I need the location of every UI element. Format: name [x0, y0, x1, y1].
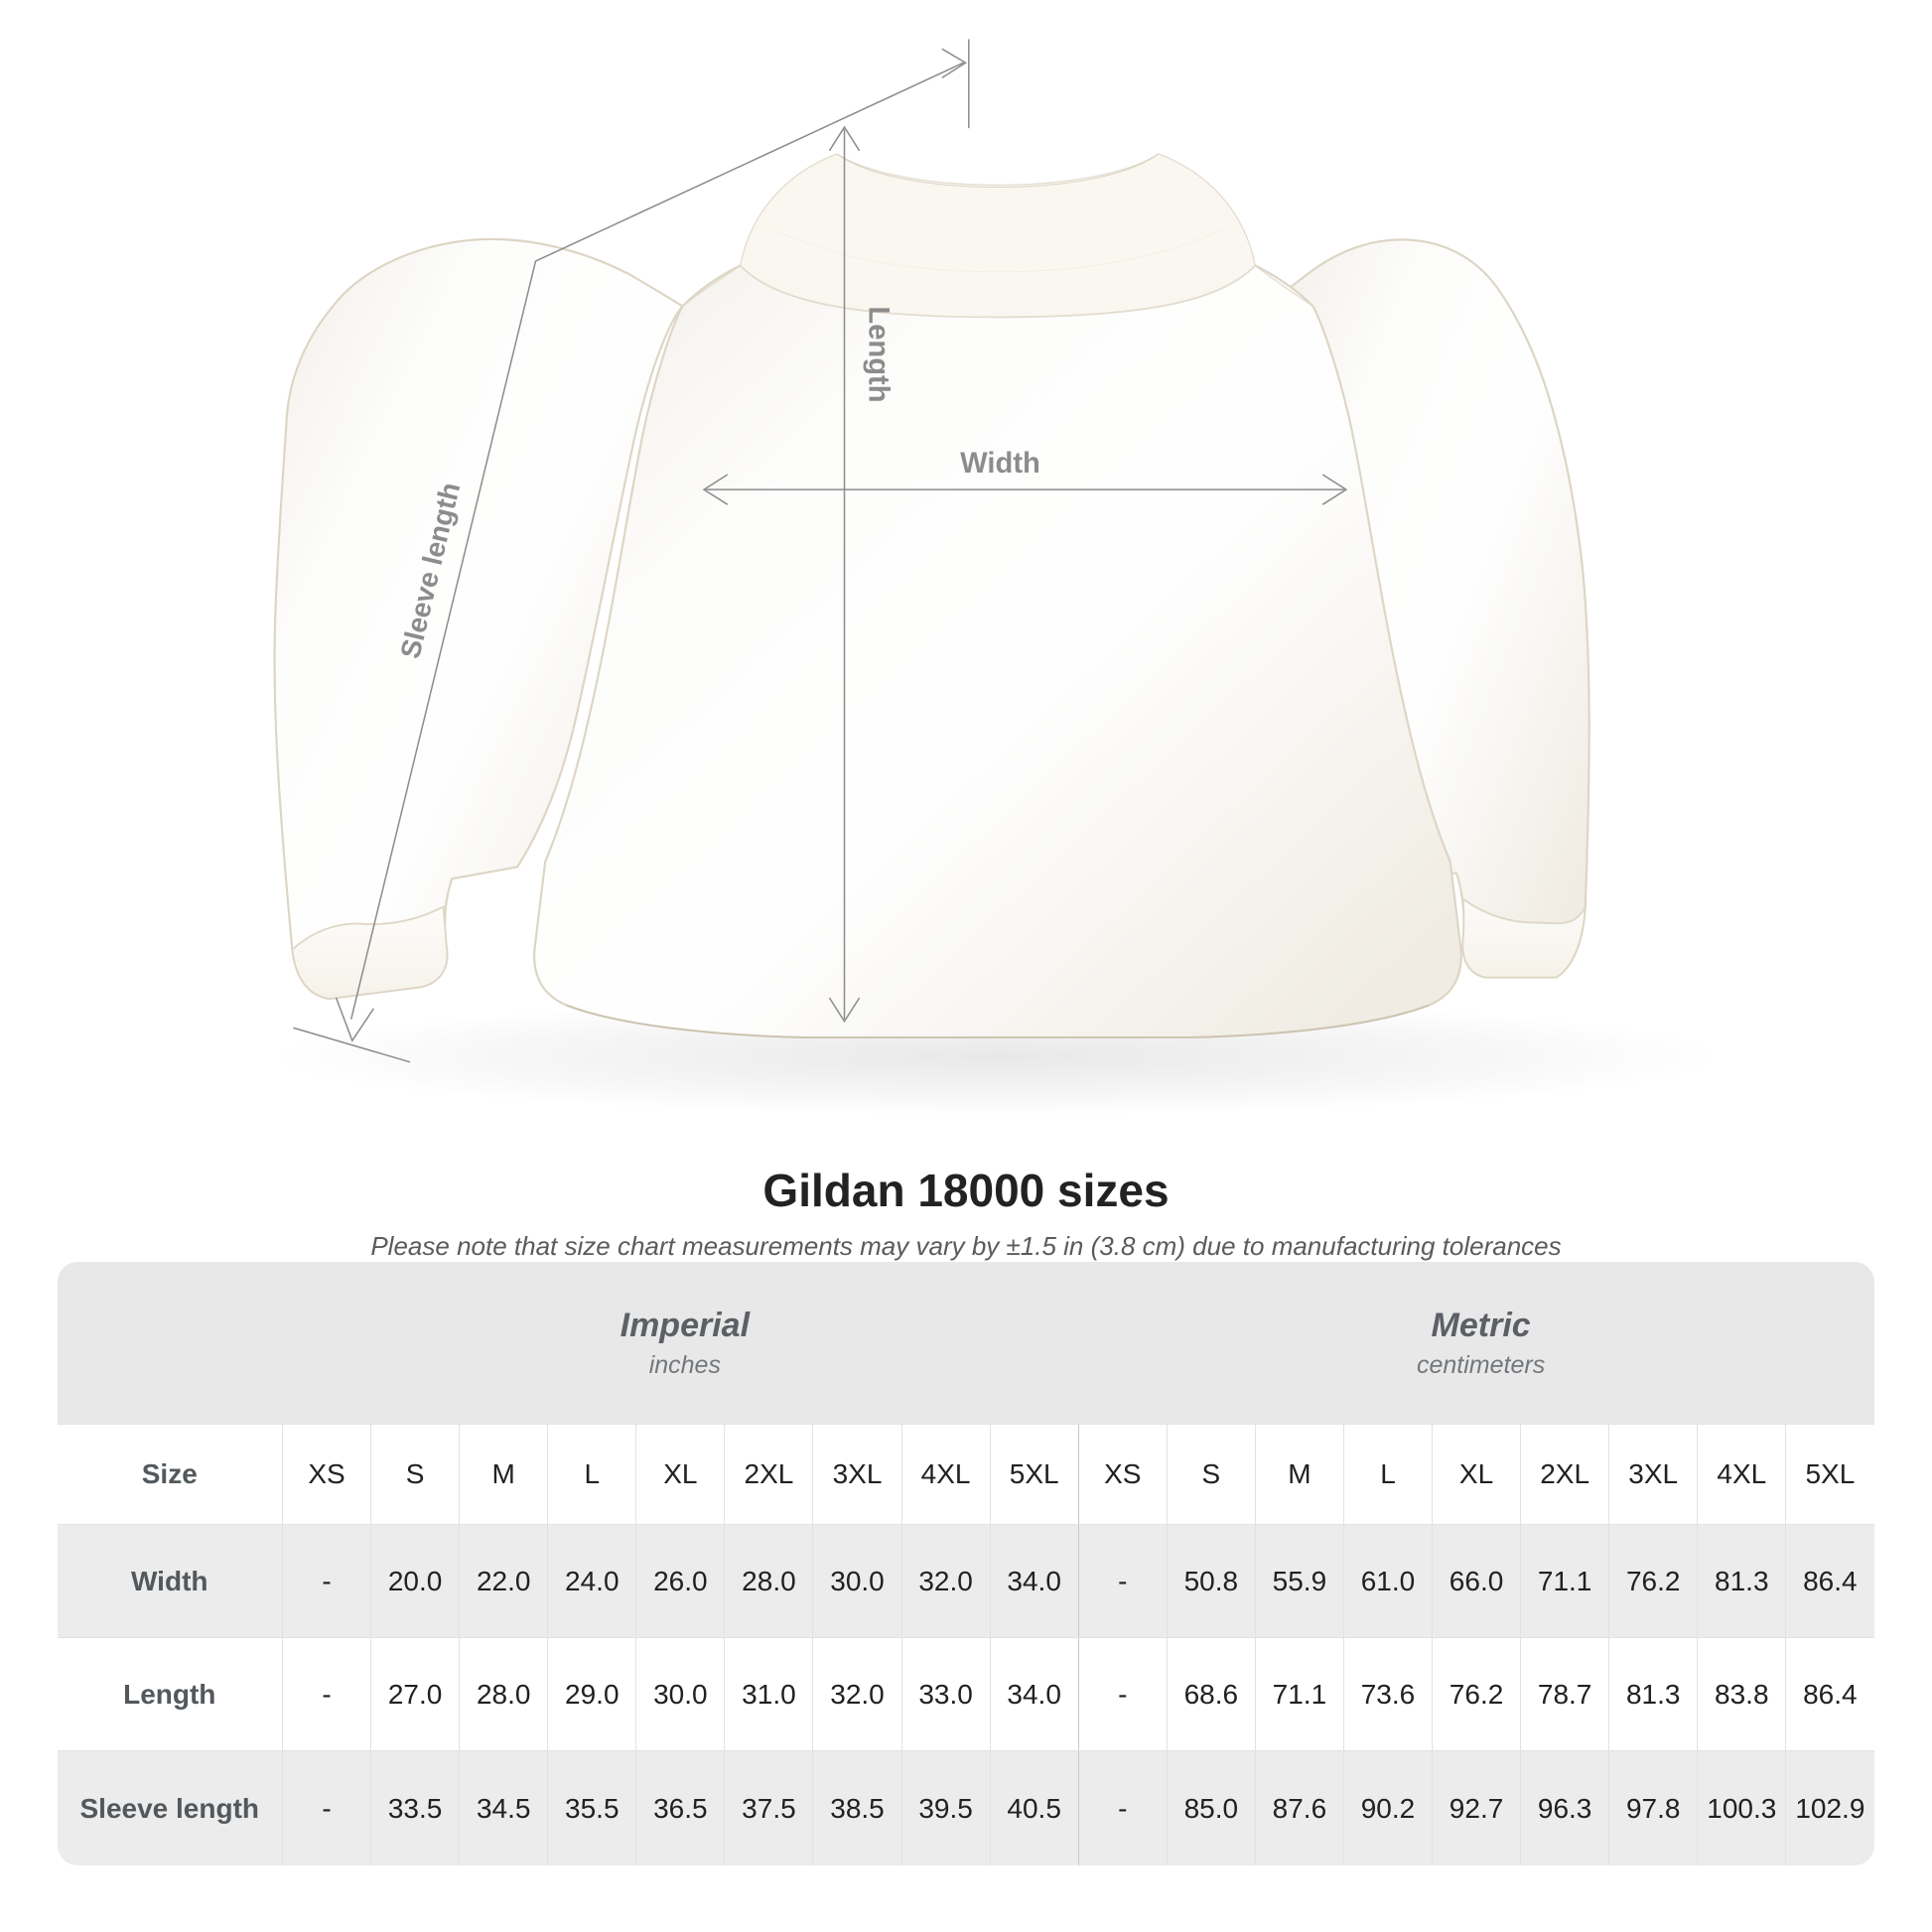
- svg-text:Width: Width: [960, 448, 1040, 480]
- svg-text:Length: Length: [862, 306, 894, 402]
- svg-text:Sleeve length: Sleeve length: [394, 480, 466, 661]
